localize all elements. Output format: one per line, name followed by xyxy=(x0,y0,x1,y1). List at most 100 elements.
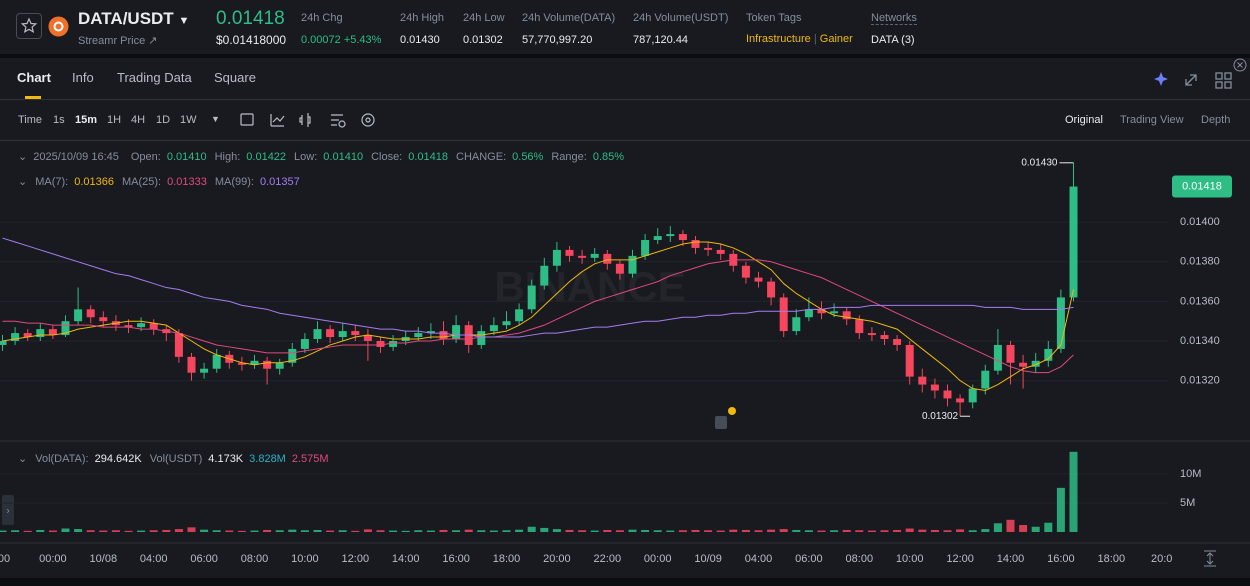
star-icon xyxy=(20,17,38,34)
volume-bar xyxy=(389,530,398,532)
candle-body xyxy=(48,329,57,336)
candle-body xyxy=(1056,297,1065,349)
candle-body xyxy=(74,309,83,322)
volume-bar xyxy=(792,529,801,532)
candle-body xyxy=(99,317,108,322)
expand-icon[interactable] xyxy=(1185,74,1197,86)
candle-body xyxy=(842,311,851,320)
candle-body xyxy=(426,331,435,334)
candle-body xyxy=(956,398,965,403)
candle-body xyxy=(930,384,939,391)
volume-bar xyxy=(678,530,687,532)
collapse-icon[interactable]: ⌄ xyxy=(18,176,28,188)
interval[interactable]: 1s xyxy=(53,114,65,126)
volume-bar xyxy=(729,529,738,532)
stat-value: 0.01430 xyxy=(400,34,440,46)
stat-value: 787,120.44 xyxy=(633,34,689,46)
y-tick-label: 0.01320 xyxy=(1180,375,1220,387)
tab[interactable]: Trading Data xyxy=(117,70,192,85)
candle-body xyxy=(993,344,1002,371)
volume-bar xyxy=(1044,522,1053,532)
pair: DATA/USDT xyxy=(78,9,174,28)
indicator-icon[interactable] xyxy=(270,114,285,127)
volume-bar xyxy=(830,530,839,532)
ai-icon[interactable] xyxy=(1154,72,1168,86)
tab[interactable]: Square xyxy=(214,70,256,85)
interval[interactable]: 4H xyxy=(131,114,146,126)
tool-icons xyxy=(240,113,375,128)
more-intervals[interactable]: ▼ xyxy=(211,114,220,124)
pair-name[interactable]: DATA/USDT ▼ xyxy=(78,9,189,29)
info-label: Low: xyxy=(294,150,318,163)
candle-body xyxy=(716,249,725,254)
candle-body xyxy=(0,341,7,345)
candle-body xyxy=(351,331,360,336)
interval[interactable]: 1W xyxy=(180,114,197,126)
candle-body xyxy=(754,277,763,282)
candle-body xyxy=(300,339,309,349)
tag[interactable]: Gainer xyxy=(819,33,853,45)
interval[interactable]: Time xyxy=(18,114,43,126)
volume-bar xyxy=(615,530,624,532)
candle-body xyxy=(628,255,637,274)
collapse-icon[interactable]: ⌄ xyxy=(18,453,28,465)
target-icon[interactable] xyxy=(361,113,375,127)
tag[interactable]: Infrastructure xyxy=(746,33,811,45)
source-link[interactable]: Streamr Price ↗ xyxy=(78,35,158,47)
candle-body xyxy=(691,240,700,248)
x-tick-label: 08:00 xyxy=(241,553,269,565)
settings-icon[interactable] xyxy=(331,114,343,126)
candle-body xyxy=(1069,186,1078,298)
x-tick-label: 22:00 xyxy=(594,553,622,565)
interval[interactable]: 1D xyxy=(156,114,171,126)
volume-bar xyxy=(842,529,851,532)
volume-bar xyxy=(905,528,914,532)
volume-bar xyxy=(275,530,284,532)
x-tick-label: 20:00 xyxy=(543,553,571,565)
volume-bar xyxy=(817,530,826,532)
candle-body xyxy=(414,333,423,338)
candle-body xyxy=(590,253,599,258)
interval[interactable]: 15m xyxy=(75,114,98,126)
candle-body xyxy=(23,333,32,338)
volume-bar xyxy=(326,530,335,532)
volume-bar xyxy=(502,530,511,532)
event-icon[interactable] xyxy=(715,407,736,429)
interval[interactable]: 1H xyxy=(107,114,122,126)
view-option[interactable]: Trading View xyxy=(1120,114,1184,126)
volume-bar xyxy=(149,530,158,532)
view-option[interactable]: Original xyxy=(1065,114,1103,126)
x-tick-label: 14:00 xyxy=(392,553,420,565)
scroll-handle[interactable]: › xyxy=(2,495,14,525)
candle-body xyxy=(338,331,347,338)
volume-bar xyxy=(565,529,574,532)
tab[interactable]: Chart xyxy=(17,70,51,85)
networks[interactable]: DATA (3) xyxy=(871,34,915,46)
volume-bar xyxy=(74,529,83,532)
volume-bar xyxy=(527,526,536,532)
candle-body xyxy=(200,368,209,373)
close-icon[interactable] xyxy=(1232,57,1248,73)
tab[interactable]: Info xyxy=(72,70,94,85)
candle-body xyxy=(187,356,196,373)
view-option[interactable]: Depth xyxy=(1201,114,1231,126)
x-tick-label: 10:00 xyxy=(291,553,319,565)
y-tick-label: 0.01360 xyxy=(1180,295,1220,307)
volume-bar xyxy=(590,530,599,532)
x-tick-label: 20:0 xyxy=(1151,553,1172,565)
info-value: 0.85% xyxy=(592,150,625,163)
layout-icon[interactable] xyxy=(1215,72,1232,89)
favorite-button[interactable] xyxy=(16,13,42,39)
candle-body xyxy=(943,390,952,399)
volume-bar xyxy=(313,529,322,532)
reset-icon[interactable] xyxy=(1204,550,1216,567)
candle-icon[interactable] xyxy=(299,113,311,127)
collapse-icon[interactable]: ⌄ xyxy=(18,151,28,163)
volume-bar xyxy=(300,530,309,532)
candle-body xyxy=(527,285,536,310)
candle-body xyxy=(804,309,813,318)
candle-body xyxy=(363,335,372,341)
candle-body xyxy=(275,362,284,369)
token-tags: Infrastructure | Gainer xyxy=(746,33,853,45)
calendar-icon[interactable] xyxy=(240,113,254,126)
